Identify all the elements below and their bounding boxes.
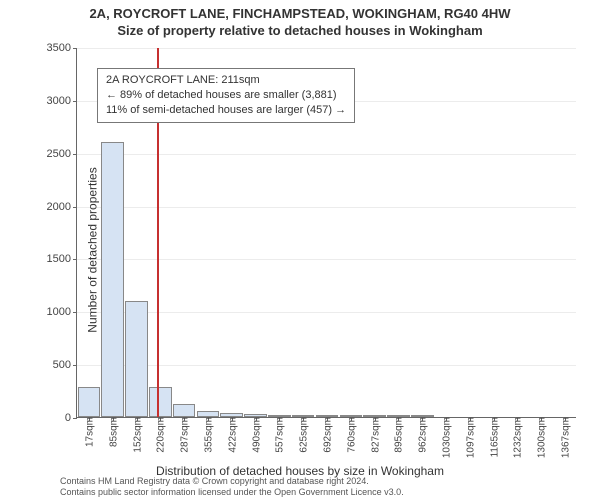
xtick-label: 17sqm bbox=[82, 417, 95, 447]
gridline bbox=[77, 259, 576, 260]
ytick-label: 1000 bbox=[47, 306, 77, 318]
xtick-label: 152sqm bbox=[130, 417, 143, 453]
xtick-label: 1165sqm bbox=[487, 417, 500, 457]
xtick-label: 85sqm bbox=[106, 417, 119, 447]
chart-area: 050010001500200025003000350017sqm85sqm15… bbox=[76, 48, 576, 418]
footer-line2: Contains public sector information licen… bbox=[60, 487, 404, 498]
footer-attribution: Contains HM Land Registry data © Crown c… bbox=[60, 476, 404, 498]
ytick-label: 0 bbox=[65, 412, 77, 424]
xtick-label: 1300sqm bbox=[535, 417, 548, 458]
ytick-label: 2500 bbox=[47, 148, 77, 160]
gridline bbox=[77, 365, 576, 366]
chart-title-block: 2A, ROYCROFT LANE, FINCHAMPSTEAD, WOKING… bbox=[0, 0, 600, 38]
xtick-label: 490sqm bbox=[249, 417, 262, 453]
xtick-label: 422sqm bbox=[225, 417, 238, 453]
gridline bbox=[77, 207, 576, 208]
xtick-label: 220sqm bbox=[154, 417, 167, 453]
xtick-label: 895sqm bbox=[392, 417, 405, 453]
xtick-label: 692sqm bbox=[321, 417, 334, 453]
gridline bbox=[77, 312, 576, 313]
annotation-line: 11% of semi-detached houses are larger (… bbox=[106, 103, 346, 118]
annotation-line: ← 89% of detached houses are smaller (3,… bbox=[106, 88, 346, 103]
xtick-label: 287sqm bbox=[178, 417, 191, 453]
xtick-label: 355sqm bbox=[201, 417, 214, 453]
chart-title-line1: 2A, ROYCROFT LANE, FINCHAMPSTEAD, WOKING… bbox=[0, 6, 600, 21]
plot-region: 050010001500200025003000350017sqm85sqm15… bbox=[76, 48, 576, 418]
footer-line1: Contains HM Land Registry data © Crown c… bbox=[60, 476, 404, 487]
xtick-label: 1097sqm bbox=[463, 417, 476, 458]
annotation-box: 2A ROYCROFT LANE: 211sqm← 89% of detache… bbox=[97, 68, 355, 123]
gridline bbox=[77, 154, 576, 155]
histogram-bar bbox=[149, 387, 172, 417]
xtick-label: 827sqm bbox=[368, 417, 381, 453]
xtick-label: 962sqm bbox=[416, 417, 429, 453]
histogram-bar bbox=[173, 404, 196, 417]
ytick-label: 3000 bbox=[47, 95, 77, 107]
histogram-bar bbox=[101, 142, 124, 417]
xtick-label: 1030sqm bbox=[440, 417, 453, 458]
gridline bbox=[77, 48, 576, 49]
xtick-label: 760sqm bbox=[344, 417, 357, 453]
ytick-label: 500 bbox=[53, 359, 77, 371]
xtick-label: 557sqm bbox=[273, 417, 286, 453]
xtick-label: 1367sqm bbox=[559, 417, 572, 458]
chart-title-line2: Size of property relative to detached ho… bbox=[0, 23, 600, 38]
ytick-label: 3500 bbox=[47, 42, 77, 54]
xtick-label: 625sqm bbox=[297, 417, 310, 453]
annotation-line: 2A ROYCROFT LANE: 211sqm bbox=[106, 73, 346, 88]
histogram-bar bbox=[78, 387, 101, 417]
ytick-label: 2000 bbox=[47, 201, 77, 213]
histogram-bar bbox=[125, 301, 148, 417]
ytick-label: 1500 bbox=[47, 253, 77, 265]
xtick-label: 1232sqm bbox=[511, 417, 524, 458]
